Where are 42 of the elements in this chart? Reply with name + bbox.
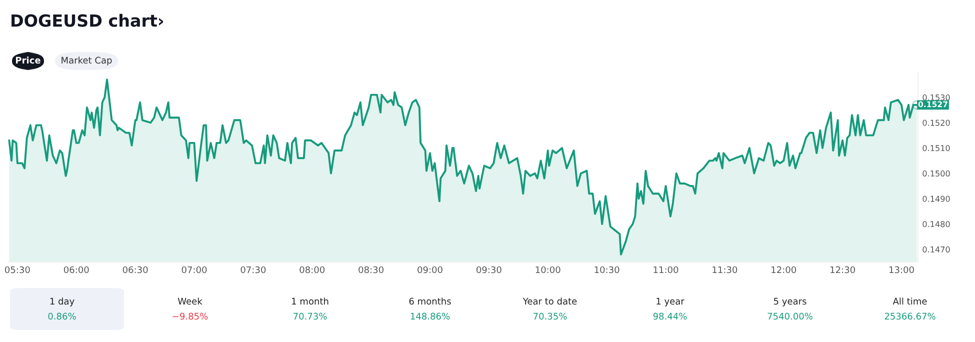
x-tick-label: 08:30 [358,266,384,274]
y-tick-label: 0.1500 [922,170,950,177]
y-tick-label: 0.1530 [922,94,950,101]
text: 1 month [292,298,328,305]
y-tick-label: 0.1490 [922,196,950,202]
text: 148.86% [410,312,450,320]
x-tick-label: 11:00 [654,266,678,274]
x-tick-label: 06:00 [64,266,89,274]
text: −9.85% [172,312,208,320]
x-tick-label: 07:30 [240,266,266,274]
x-tick-label: 06:30 [122,266,148,274]
x-tick-label: 13:00 [889,266,914,274]
x-tick-label: 10:00 [536,266,560,274]
text: Week [178,298,202,305]
text: 0.86% [48,312,76,320]
text: 1 day [50,298,74,306]
x-tick-label: 12:00 [772,266,796,274]
y-tick-label: 0.1480 [922,221,950,228]
x-tick-label: 09:00 [418,266,442,274]
x-tick-label: 05:30 [5,266,30,274]
text: All time [892,298,927,305]
chart-title: DOGEUSD chart› [12,14,164,27]
text: 70.73% [294,312,327,320]
text: 1 year [656,298,684,306]
x-tick-label: 11:30 [712,266,738,274]
text: Year to date [522,298,577,305]
x-tick-label: 07:00 [182,266,207,274]
text: 5 years [774,298,806,306]
y-tick-label: 0.1470 [922,246,950,253]
text: Market Cap [62,56,112,66]
x-tick-label: 12:30 [830,266,855,274]
text: 98.44% [653,312,687,320]
x-tick-label: 08:00 [300,266,325,274]
text: 25366.67% [884,312,936,320]
text: 7540.00% [768,312,812,320]
x-tick-label: 10:30 [594,266,620,274]
x-tick-label: 09:30 [476,266,502,274]
y-tick-label: 0.1520 [922,120,950,126]
text: Price [16,56,40,64]
text: 6 months [409,298,451,305]
text: 70.35% [534,312,567,320]
y-tick-label: 0.1510 [922,145,950,152]
